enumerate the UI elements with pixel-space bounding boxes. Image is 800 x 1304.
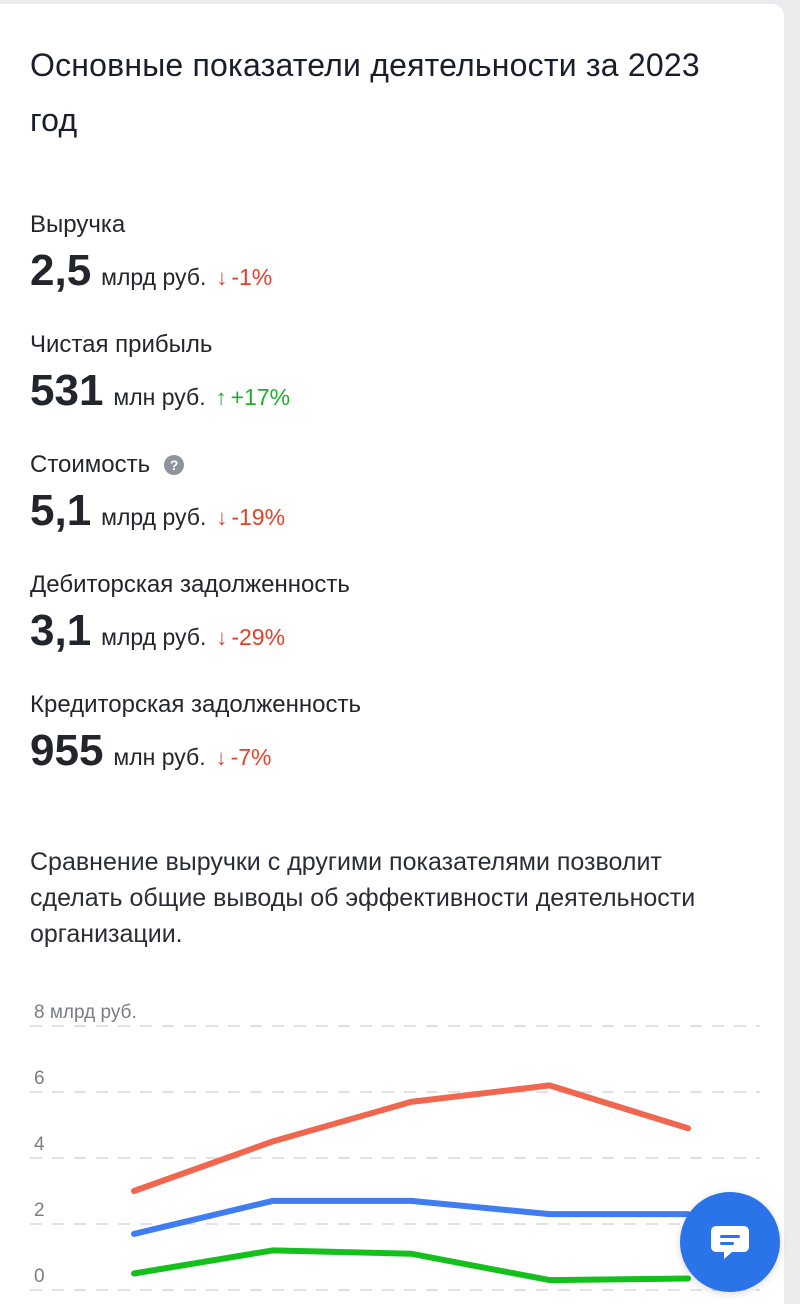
metric-change-value: +17%	[230, 384, 291, 410]
y-axis-unit-label: 8 млрд руб.	[34, 1002, 137, 1023]
arrow-down-icon: ↓	[216, 265, 228, 290]
metric-change-value: -19%	[231, 504, 286, 530]
metric-change: ↓ -1%	[216, 264, 272, 291]
arrow-down-icon: ↓	[216, 505, 228, 530]
arrow-down-icon: ↓	[215, 745, 227, 770]
metric-revenue: Выручка 2,5 млрд руб. ↓ -1%	[30, 208, 770, 328]
metric-unit: млн руб.	[113, 384, 206, 410]
chat-button[interactable]	[680, 1192, 780, 1292]
metric-change: ↓ -29%	[216, 624, 285, 651]
metric-value: 531	[30, 366, 104, 415]
metric-value: 2,5	[30, 246, 92, 295]
metric-unit: млрд руб.	[101, 264, 207, 290]
metric-unit: млн руб.	[113, 744, 206, 770]
y-tick-label: 2	[34, 1200, 45, 1221]
metric-value: 955	[30, 726, 104, 775]
metric-label: Кредиторская задолженность	[30, 691, 361, 718]
metric-value: 5,1	[30, 486, 92, 535]
metric-change: ↓ -19%	[216, 504, 285, 531]
metric-payables: Кредиторская задолженность 955 млн руб. …	[30, 688, 770, 808]
line-chart: 8 млрд руб. 0 2 4 6	[30, 1002, 760, 1291]
y-tick-label: 4	[34, 1134, 45, 1155]
series-line-0	[131, 1082, 691, 1194]
metric-label: Выручка	[30, 211, 126, 238]
arrow-up-icon: ↑	[215, 385, 227, 410]
metric-label: Чистая прибыль	[30, 331, 213, 358]
series-line-2	[131, 1247, 691, 1284]
page-title: Основные показатели деятельности за 2023…	[30, 47, 700, 138]
metric-receivables: Дебиторская задолженность 3,1 млрд руб. …	[30, 568, 770, 688]
metric-label: Стоимость	[30, 451, 151, 478]
metric-change: ↑ +17%	[216, 384, 290, 411]
chat-bubble-icon	[711, 1226, 749, 1259]
metric-unit: млрд руб.	[101, 624, 207, 650]
y-tick-label: 6	[34, 1068, 45, 1089]
metric-change: ↓ -7%	[216, 744, 272, 771]
series-line-1	[131, 1197, 691, 1237]
metric-change-value: -7%	[230, 744, 272, 770]
metric-change-value: -29%	[231, 624, 286, 650]
metrics-list: Выручка 2,5 млрд руб. ↓ -1% Чистая прибы…	[30, 208, 770, 808]
metric-label: Дебиторская задолженность	[30, 571, 350, 598]
question-circle-icon[interactable]: ?	[164, 455, 185, 475]
arrow-down-icon: ↓	[216, 625, 228, 650]
metric-change-value: -1%	[231, 264, 273, 290]
chart-description: Сравнение выручки с другими показателями…	[30, 848, 696, 948]
metric-value: 3,1	[30, 606, 92, 655]
metric-unit: млрд руб.	[101, 504, 207, 530]
metric-net-profit: Чистая прибыль 531 млн руб. ↑ +17%	[30, 328, 770, 448]
y-tick-label: 0	[34, 1266, 45, 1287]
metric-value-cost: Стоимость ? 5,1 млрд руб. ↓ -19%	[30, 448, 770, 568]
metrics-card: Основные показатели деятельности за 2023…	[0, 4, 784, 1304]
